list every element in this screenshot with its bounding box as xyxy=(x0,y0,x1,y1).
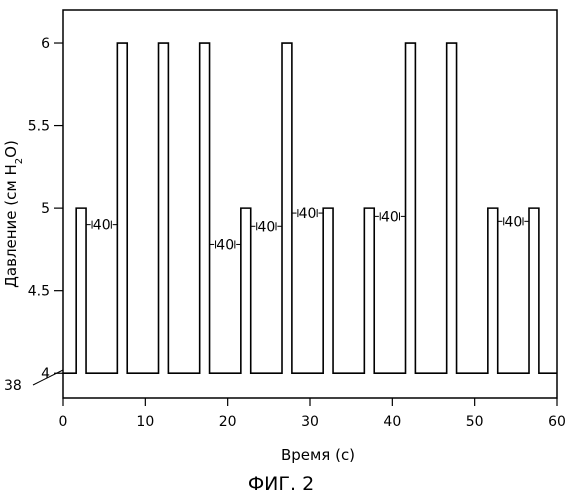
interval-label: 40 xyxy=(93,218,111,234)
reference-label-38: 38 xyxy=(4,378,22,394)
y-axis-ticks: 44.555.56 xyxy=(28,36,63,382)
x-tick-label: 40 xyxy=(383,414,401,430)
plot-frame xyxy=(63,10,557,398)
x-tick-label: 50 xyxy=(466,414,484,430)
interval-label: 40 xyxy=(504,214,522,230)
interval-label: 40 xyxy=(299,206,317,222)
x-tick-label: 30 xyxy=(301,414,319,430)
x-tick-label: 10 xyxy=(136,414,154,430)
figure-caption: ФИГ. 2 xyxy=(248,473,314,495)
interval-annotation-40: 40 xyxy=(86,218,117,234)
y-axis-title-part-3: O) xyxy=(2,140,20,158)
x-tick-label: 20 xyxy=(219,414,237,430)
y-axis-title: Давление (см H2O) xyxy=(2,140,25,288)
interval-annotation-40: 40 xyxy=(374,209,405,225)
x-tick-label: 0 xyxy=(59,414,68,430)
y-tick-label: 5.5 xyxy=(28,119,50,135)
interval-annotation-40: 40 xyxy=(210,237,241,253)
y-tick-label: 4.5 xyxy=(28,284,50,300)
y-tick-label: 5 xyxy=(41,201,50,217)
y-tick-label: 6 xyxy=(41,36,50,52)
y-axis-title-part-1: Давление (см H xyxy=(2,164,20,288)
interval-annotation-40: 40 xyxy=(251,219,282,235)
interval-annotation-40: 40 xyxy=(292,206,323,222)
interval-annotation-40: 40 xyxy=(498,214,529,230)
x-tick-label: 60 xyxy=(548,414,566,430)
interval-label: 40 xyxy=(257,219,275,235)
interval-annotations: 40 40 40 40 40 40 xyxy=(86,206,529,253)
x-axis-title: Время (с) xyxy=(281,446,355,464)
interval-label: 40 xyxy=(381,209,399,225)
interval-label: 40 xyxy=(216,237,234,253)
x-axis-ticks: 0 10 20 30 40 50 60 xyxy=(59,398,566,430)
